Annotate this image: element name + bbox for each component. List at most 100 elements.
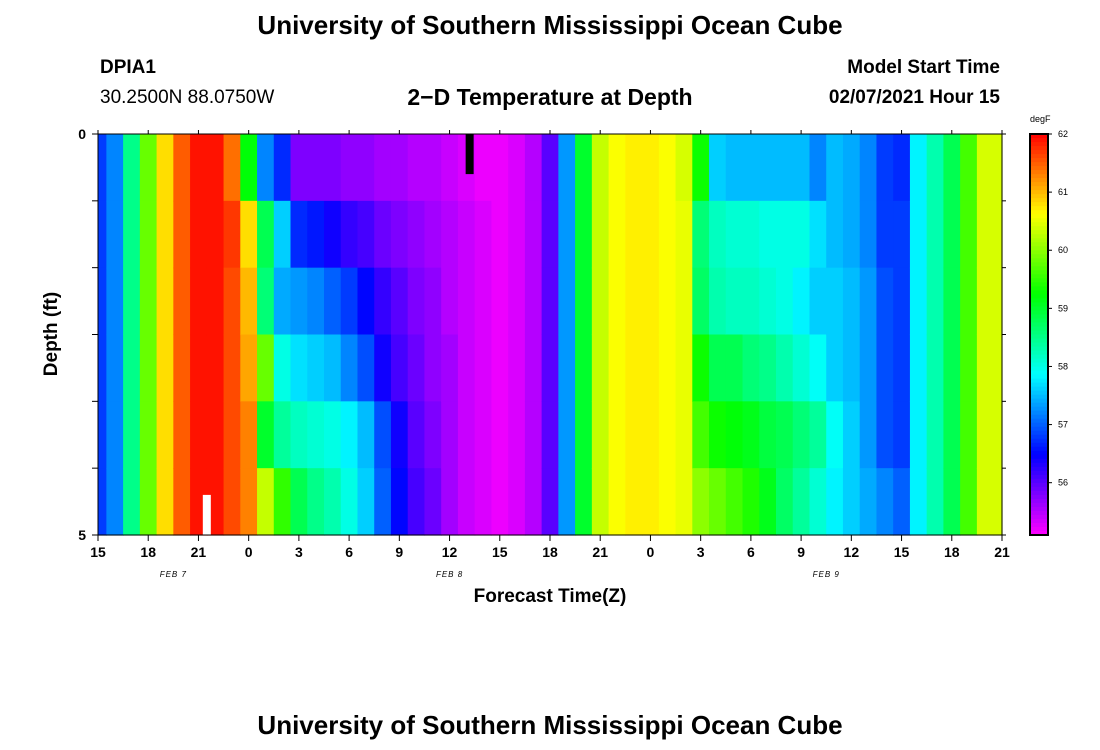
colorbar-swatch (1030, 278, 1048, 283)
heatmap-cell (642, 401, 660, 469)
colorbar-swatch (1030, 426, 1048, 432)
heatmap-cell (876, 468, 894, 536)
heatmap-cell (273, 134, 292, 202)
heatmap-cell (541, 134, 559, 202)
heatmap-cell (993, 401, 1003, 469)
heatmap-cell (290, 134, 308, 202)
heatmap-cell (993, 334, 1003, 402)
colorbar-swatch (1030, 510, 1048, 516)
colorbar-swatch (1030, 206, 1048, 211)
colorbar-swatch (1030, 154, 1048, 159)
heatmap-cell (98, 334, 107, 402)
heatmap-cell (960, 468, 978, 536)
heatmap-cell (943, 200, 961, 269)
colorbar-swatch (1030, 310, 1048, 316)
heatmap-cell (156, 334, 174, 402)
heatmap-cell (558, 134, 576, 202)
heatmap-cell (591, 134, 610, 202)
heatmap-cell (658, 134, 677, 202)
heatmap-cell (742, 468, 760, 536)
heatmap-cell (257, 401, 275, 469)
heatmap-cell (156, 401, 174, 469)
heatmap-cell (173, 468, 191, 536)
heatmap-cell (776, 134, 794, 202)
heatmap-cell (290, 334, 308, 402)
heatmap-cell (441, 134, 459, 202)
colorbar-swatch (1030, 438, 1048, 444)
colorbar-swatch (1030, 282, 1048, 287)
date-label: FEB 9 (813, 570, 840, 579)
heatmap-cell (909, 468, 928, 536)
heatmap-cell (139, 334, 158, 402)
heatmap-cell (926, 134, 945, 202)
heatmap-cell (692, 468, 710, 536)
heatmap-cell (842, 401, 861, 469)
heatmap-cell (675, 334, 693, 402)
heatmap-cell (608, 200, 626, 269)
heatmap-cell (98, 267, 107, 336)
heatmap-cell (792, 200, 811, 269)
colorbar-swatch (1030, 490, 1048, 496)
x-tick-label: 3 (697, 544, 705, 560)
heatmap-cell (474, 200, 493, 269)
heatmap-cell (173, 134, 191, 202)
heatmap-cell (190, 401, 208, 469)
heatmap-cell (893, 134, 911, 202)
heatmap-cell (926, 267, 945, 336)
x-tick-label: 21 (592, 544, 608, 560)
heatmap-cell (123, 200, 141, 269)
heatmap-cell (98, 401, 107, 469)
heatmap-cell (541, 401, 559, 469)
heatmap-cell (759, 267, 777, 336)
heatmap-cell (273, 267, 292, 336)
heatmap-cell (407, 200, 426, 269)
colorbar-swatch (1030, 202, 1048, 207)
heatmap-cell (893, 468, 911, 536)
colorbar-swatch (1030, 506, 1048, 512)
heatmap-cell (642, 267, 660, 336)
colorbar-swatch (1030, 374, 1048, 380)
colorbar-swatch (1030, 234, 1048, 239)
heatmap-cell (558, 267, 576, 336)
heatmap-cell (709, 334, 727, 402)
missing-data-marker (202, 494, 211, 535)
heatmap-cell (374, 334, 392, 402)
colorbar-swatch (1030, 450, 1048, 456)
colorbar-swatch (1030, 406, 1048, 412)
heatmap-cell (324, 267, 342, 336)
heatmap-cell (206, 468, 225, 536)
heatmap-cell (491, 267, 509, 336)
heatmap-cell (139, 401, 158, 469)
heatmap-cell (759, 334, 777, 402)
heatmap-cell (257, 468, 275, 536)
colorbar-swatch (1030, 142, 1048, 147)
heatmap-cell (759, 134, 777, 202)
heatmap-cell (759, 401, 777, 469)
colorbar-swatch (1030, 518, 1048, 524)
heatmap-cell (123, 334, 141, 402)
heatmap-cell (273, 401, 292, 469)
heatmap-cell (591, 334, 610, 402)
heatmap-cell (374, 200, 392, 269)
heatmap-cell (324, 401, 342, 469)
heatmap-cell (591, 401, 610, 469)
heatmap-cell (156, 134, 174, 202)
heatmap-cell (206, 200, 225, 269)
heatmap-cell (558, 468, 576, 536)
heatmap-cell (625, 334, 643, 402)
heatmap-cell (457, 200, 476, 269)
heatmap-cell (123, 134, 141, 202)
heatmap-cell (98, 200, 107, 269)
heatmap-cell (508, 401, 526, 469)
heatmap-cell (842, 468, 861, 536)
heatmap-cell (407, 134, 426, 202)
colorbar-swatch (1030, 274, 1048, 279)
colorbar-unit: degF (1030, 114, 1051, 124)
x-tick-label: 18 (944, 544, 960, 560)
heatmap-cell (976, 134, 995, 202)
heatmap-cell (206, 334, 225, 402)
heatmap-cell (340, 401, 359, 469)
heatmap-cell (390, 134, 409, 202)
colorbar-swatch (1030, 418, 1048, 424)
heatmap-cell (424, 200, 442, 269)
